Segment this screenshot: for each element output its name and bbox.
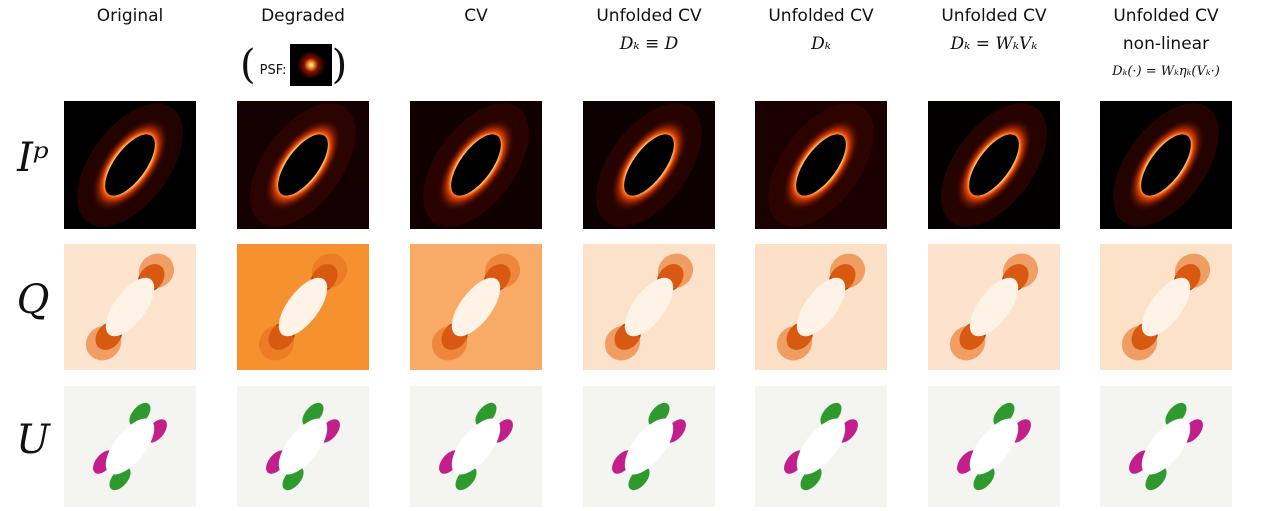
psf-label: PSF: (259, 62, 287, 78)
panel-image (1100, 386, 1232, 507)
paren: ) (331, 42, 348, 88)
paren: ( (240, 42, 256, 88)
panel-image (237, 244, 369, 370)
panel-image (410, 101, 542, 229)
row-label: U (16, 416, 50, 463)
row-label: Iᵖ (17, 135, 49, 181)
panel-image (583, 386, 715, 507)
panel-image (583, 244, 715, 370)
panel-image (928, 244, 1060, 370)
panel-image (64, 386, 196, 507)
column-subtitle: Dₖ ≡ D (619, 34, 679, 54)
panel-image (928, 101, 1060, 229)
column-title: Unfolded CV (768, 6, 874, 26)
psf-image (289, 44, 332, 86)
panel-image (237, 386, 369, 507)
panel-image (755, 101, 887, 229)
panel-image (1100, 101, 1232, 229)
panel-image (410, 244, 542, 370)
psf-inset: (PSF:) (240, 40, 347, 90)
column-title: CV (464, 6, 488, 26)
column-subtitle: Dₖ = WₖVₖ (950, 34, 1038, 54)
panel-image (928, 386, 1060, 507)
column-title: Original (96, 6, 164, 26)
panel-image (64, 101, 196, 229)
panel-image (1100, 244, 1232, 370)
column-title: Degraded (261, 6, 345, 26)
panel-image (64, 244, 196, 370)
column-title: Unfolded CV (596, 6, 702, 26)
column-title: Unfolded CV (1113, 6, 1219, 26)
panel-image (755, 244, 887, 370)
column-formula: Dₖ(·) = Wₖηₖ(Vₖ·) (1112, 64, 1220, 79)
panel-image (583, 101, 715, 229)
panel-image (755, 386, 887, 507)
row-label: Q (16, 277, 50, 323)
panel-image (410, 386, 542, 507)
column-subtitle: Dₖ (811, 34, 831, 54)
column-title: Unfolded CV (941, 6, 1047, 26)
panel-image (237, 101, 369, 229)
column-subtitle: non-linear (1122, 34, 1210, 54)
